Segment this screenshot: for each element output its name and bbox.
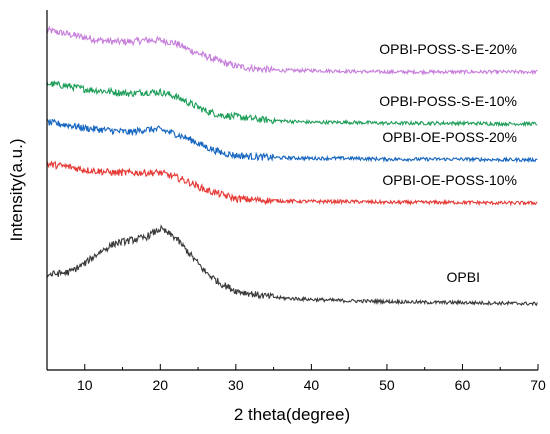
series-label-0: OPBI-POSS-S-E-20% — [379, 41, 517, 57]
series-line-4 — [46, 224, 538, 307]
x-tick-label: 60 — [455, 377, 471, 393]
series-label-2: OPBI-OE-POSS-20% — [382, 129, 517, 145]
axis-layer — [46, 10, 538, 371]
series-line-0 — [46, 25, 538, 76]
x-tick-label: 40 — [304, 377, 320, 393]
series-line-3 — [46, 160, 538, 207]
series-line-1 — [46, 80, 538, 128]
x-axis-title: 2 theta(degree) — [234, 405, 350, 424]
x-tick-label: 50 — [379, 377, 395, 393]
x-tick-label: 30 — [228, 377, 244, 393]
series-line-2 — [46, 118, 538, 164]
series-layer — [46, 25, 538, 307]
y-axis-title: Intensity(a.u.) — [7, 139, 26, 242]
series-label-3: OPBI-OE-POSS-10% — [382, 172, 517, 188]
x-tick-label: 20 — [153, 377, 169, 393]
series-label-4: OPBI — [447, 269, 480, 285]
x-tick-label: 10 — [77, 377, 93, 393]
x-tick-label: 70 — [530, 377, 546, 393]
series-label-layer: OPBI-POSS-S-E-20% OPBI-POSS-S-E-10% OPBI-O… — [379, 41, 517, 285]
series-label-1: OPBI-POSS-S-E-10% — [379, 93, 517, 109]
x-tick-layer: 10 20 30 40 50 60 70 — [46, 364, 546, 393]
